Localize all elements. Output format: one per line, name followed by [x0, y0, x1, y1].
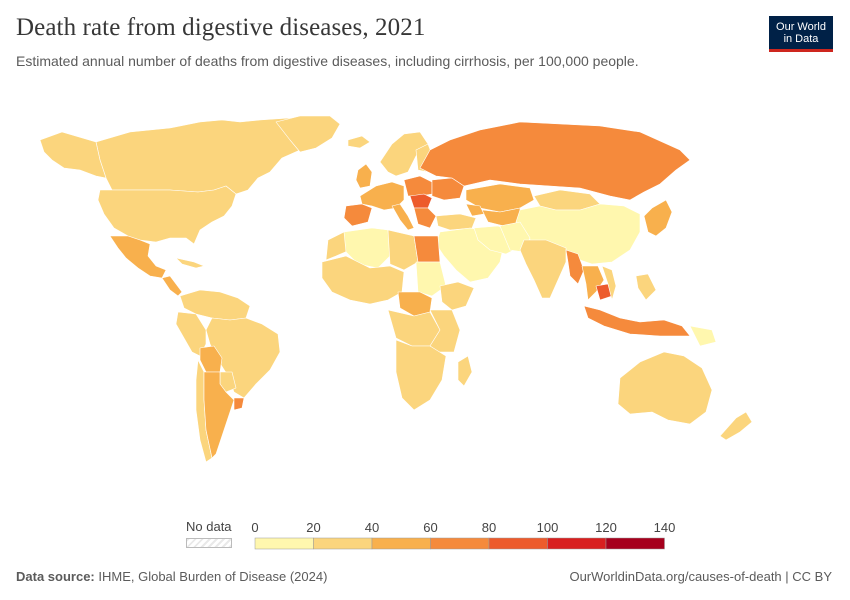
chart-subtitle: Estimated annual number of deaths from d…: [16, 53, 639, 69]
greenland-region[interactable]: [275, 115, 341, 153]
world-map[interactable]: [0, 90, 850, 510]
sudan-region[interactable]: [415, 261, 447, 297]
data-source-text: IHME, Global Burden of Disease (2024): [98, 569, 328, 584]
legend-bin-120-140[interactable]: [605, 537, 665, 550]
libya-region[interactable]: [387, 229, 419, 271]
iberia-region[interactable]: [343, 203, 373, 227]
argentina-region[interactable]: [203, 371, 235, 459]
usa-region[interactable]: [97, 185, 237, 245]
legend-tick-label: 100: [537, 520, 559, 535]
cuba-region[interactable]: [175, 257, 205, 269]
source-url-link[interactable]: OurWorldinData.org/causes-of-death | CC …: [569, 569, 832, 584]
caucasus-region[interactable]: [465, 203, 485, 217]
russia-region[interactable]: [419, 121, 691, 201]
central-africa-region[interactable]: [397, 291, 433, 317]
legend-no-data-swatch: [186, 538, 232, 548]
legend-tick-label: 40: [365, 520, 379, 535]
alaska-region[interactable]: [39, 131, 107, 179]
horn-of-africa-region[interactable]: [439, 281, 475, 311]
legend-bin-100-120[interactable]: [547, 537, 607, 550]
central-europe-region[interactable]: [403, 175, 433, 197]
myanmar-region[interactable]: [565, 249, 585, 285]
new-zealand-region[interactable]: [719, 411, 753, 441]
color-legend: 0 20 40 60 80 100 120 140: [251, 520, 675, 550]
thailand-region[interactable]: [581, 265, 605, 301]
legend-tick-label: 120: [595, 520, 617, 535]
west-africa-region[interactable]: [321, 255, 405, 305]
uruguay-region[interactable]: [233, 397, 245, 411]
algeria-region[interactable]: [343, 227, 391, 269]
papua-region[interactable]: [689, 325, 717, 347]
chart-title: Death rate from digestive diseases, 2021: [16, 14, 426, 41]
turkey-region[interactable]: [435, 213, 477, 231]
india-region[interactable]: [519, 239, 567, 299]
legend-tick-label: 140: [654, 520, 675, 535]
logo-line-1: Our World: [776, 21, 826, 33]
legend-bin-60-80[interactable]: [430, 537, 490, 550]
uk-region[interactable]: [355, 163, 373, 189]
owid-logo[interactable]: Our World in Data: [769, 16, 833, 52]
philippines-region[interactable]: [635, 273, 657, 301]
data-source-note: Data source: IHME, Global Burden of Dise…: [16, 569, 327, 584]
legend-bin-40-60[interactable]: [371, 537, 431, 550]
legend-bin-80-100[interactable]: [488, 537, 548, 550]
italy-region[interactable]: [391, 203, 415, 231]
east-africa-region[interactable]: [429, 309, 461, 353]
egypt-region[interactable]: [413, 235, 441, 263]
vietnam-region[interactable]: [601, 265, 617, 301]
legend-bin-0-20[interactable]: [254, 537, 314, 550]
legend-no-data-label: No data: [186, 519, 232, 534]
legend-tick-label: 20: [306, 520, 320, 535]
iceland-region[interactable]: [347, 135, 371, 149]
hungary-region[interactable]: [409, 193, 433, 209]
australia-region[interactable]: [617, 351, 713, 425]
data-source-label: Data source:: [16, 569, 95, 584]
legend-tick-label: 0: [251, 520, 258, 535]
korea-japan-region[interactable]: [643, 199, 673, 237]
legend-tick-label: 80: [482, 520, 496, 535]
balkans-region[interactable]: [413, 207, 437, 229]
legend-tick-label: 60: [423, 520, 437, 535]
legend-bin-20-40[interactable]: [313, 537, 373, 550]
logo-line-2: in Data: [783, 33, 819, 45]
madagascar-region[interactable]: [457, 355, 473, 387]
mexico-region[interactable]: [109, 235, 167, 279]
southern-africa-region[interactable]: [395, 339, 447, 411]
central-america-region[interactable]: [161, 275, 183, 297]
indonesia-region[interactable]: [583, 305, 691, 337]
